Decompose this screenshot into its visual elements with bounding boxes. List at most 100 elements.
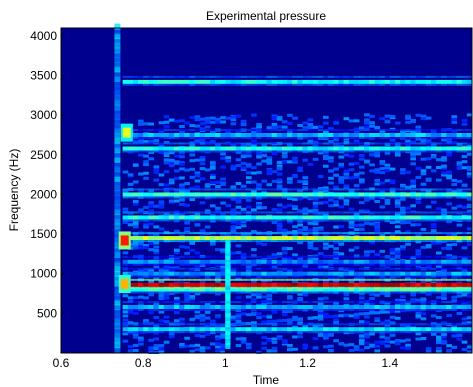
noise-cell (348, 168, 355, 172)
band-halo (348, 263, 355, 266)
onset-cell (114, 80, 121, 87)
band-halo (179, 188, 185, 191)
band-halo (143, 275, 149, 278)
band-halo (466, 75, 473, 78)
band-halo (328, 275, 334, 278)
band-cell (199, 215, 206, 220)
band-halo (312, 286, 319, 289)
band-halo (436, 255, 442, 258)
x-tick-label: 1 (222, 356, 229, 370)
noise-cell (261, 154, 267, 158)
noise-cell (122, 294, 129, 298)
band-cell (369, 305, 375, 310)
noise-cell (384, 166, 391, 170)
band-halo (245, 263, 252, 266)
band-halo (287, 263, 293, 266)
onset-cell (114, 209, 121, 216)
noise-cell (261, 320, 267, 324)
band-halo (138, 83, 144, 86)
noise-cell (184, 295, 190, 299)
band-halo (456, 291, 463, 294)
band-cell (138, 79, 144, 84)
noise-cell (245, 163, 252, 167)
noise-cell (220, 269, 226, 273)
onset-cell (114, 185, 121, 192)
noise-cell (384, 198, 391, 202)
noise-cell (281, 151, 288, 155)
band-cell (328, 282, 334, 287)
band-halo (276, 188, 283, 191)
band-halo (302, 188, 309, 191)
band-halo (281, 196, 288, 199)
band-cell (153, 192, 160, 197)
band-halo (184, 275, 190, 278)
noise-cell (446, 153, 452, 157)
band-cell (287, 287, 293, 292)
noise-cell (364, 113, 370, 117)
band-halo (251, 267, 257, 270)
noise-cell (153, 170, 160, 174)
band-cell (199, 287, 206, 292)
band-cell (287, 215, 293, 220)
noise-cell (143, 140, 149, 144)
noise-cell (451, 178, 458, 182)
band-cell (348, 79, 355, 84)
noise-cell (276, 164, 283, 168)
band-halo (174, 211, 180, 214)
band-halo (132, 188, 139, 191)
noise-cell (132, 243, 139, 247)
noise-cell (446, 176, 452, 180)
band-halo (184, 137, 190, 140)
band-cell (379, 271, 386, 276)
noise-cell (230, 164, 237, 168)
band-cell (174, 287, 180, 292)
noise-cell (338, 162, 345, 166)
noise-cell (466, 172, 473, 176)
noise-cell (358, 157, 365, 161)
band-halo (425, 323, 432, 326)
band-halo (389, 331, 396, 334)
noise-cell (287, 143, 293, 147)
noise-cell (384, 151, 391, 155)
band-cell (394, 146, 401, 151)
noise-cell (369, 332, 375, 336)
noise-cell (436, 265, 442, 269)
noise-cell (122, 189, 129, 193)
noise-cell (297, 223, 303, 227)
noise-cell (204, 120, 211, 124)
band-cell (158, 79, 165, 84)
band-halo (436, 211, 442, 214)
noise-cell (158, 350, 165, 354)
band-halo (379, 301, 386, 304)
onset-cell (114, 323, 121, 330)
noise-cell (297, 209, 303, 213)
band-halo (451, 232, 458, 235)
band-halo (174, 263, 180, 266)
band-halo (256, 240, 262, 243)
noise-cell (179, 190, 185, 194)
noise-cell (240, 122, 247, 126)
band-halo (281, 286, 288, 289)
band-halo (348, 309, 355, 312)
noise-cell (400, 184, 406, 188)
band-halo (384, 301, 391, 304)
band-cell (374, 282, 381, 287)
band-halo (163, 75, 170, 78)
band-cell (374, 305, 381, 310)
band-halo (343, 129, 350, 132)
band-halo (333, 240, 339, 243)
band-halo (127, 150, 134, 153)
band-cell (430, 236, 437, 241)
band-halo (297, 137, 303, 140)
band-halo (307, 301, 314, 304)
band-cell (353, 287, 360, 292)
noise-cell (122, 314, 129, 318)
band-cell (323, 305, 329, 310)
noise-cell (168, 181, 175, 185)
band-halo (333, 142, 339, 145)
band-halo (461, 286, 468, 289)
noise-cell (384, 319, 391, 323)
noise-cell (358, 171, 365, 175)
band-halo (204, 309, 211, 312)
